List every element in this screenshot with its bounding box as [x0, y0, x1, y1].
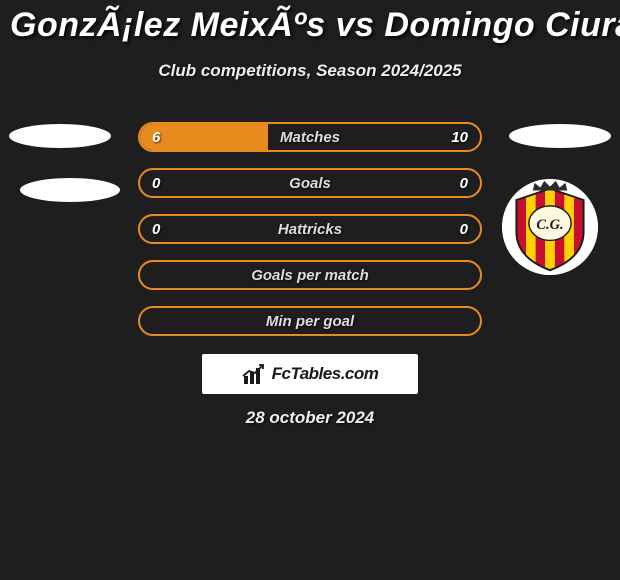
page-title: GonzÃ¡lez MeixÃºs vs Domingo Ciuraneta — [0, 0, 620, 45]
brand-box[interactable]: FcTables.com — [202, 354, 418, 394]
stat-row: 0Hattricks0 — [138, 214, 482, 244]
stat-right-value: 10 — [451, 129, 468, 146]
club-badge-icon: C.G. — [502, 179, 598, 275]
stat-right-value: 0 — [460, 175, 468, 192]
date-text: 28 october 2024 — [0, 408, 620, 428]
svg-text:C.G.: C.G. — [536, 217, 563, 233]
stat-label: Hattricks — [140, 221, 480, 238]
stat-row: Goals per match — [138, 260, 482, 290]
stat-row: 6Matches10 — [138, 122, 482, 152]
stat-right-value: 0 — [460, 221, 468, 238]
stat-label: Min per goal — [140, 313, 480, 330]
player-right-avatar-placeholder — [509, 124, 611, 148]
brand-text: FcTables.com — [272, 364, 379, 384]
club-badge: C.G. — [502, 179, 598, 275]
stat-label: Matches — [140, 129, 480, 146]
stat-row: Min per goal — [138, 306, 482, 336]
stat-label: Goals — [140, 175, 480, 192]
brand-bar-chart-icon — [242, 362, 266, 386]
player-left-avatar-placeholder-2 — [20, 178, 120, 202]
stat-row: 0Goals0 — [138, 168, 482, 198]
player-left-avatar-placeholder-1 — [9, 124, 111, 148]
subtitle: Club competitions, Season 2024/2025 — [0, 61, 620, 81]
stat-label: Goals per match — [140, 267, 480, 284]
stats-container: 6Matches100Goals00Hattricks0Goals per ma… — [138, 122, 482, 352]
